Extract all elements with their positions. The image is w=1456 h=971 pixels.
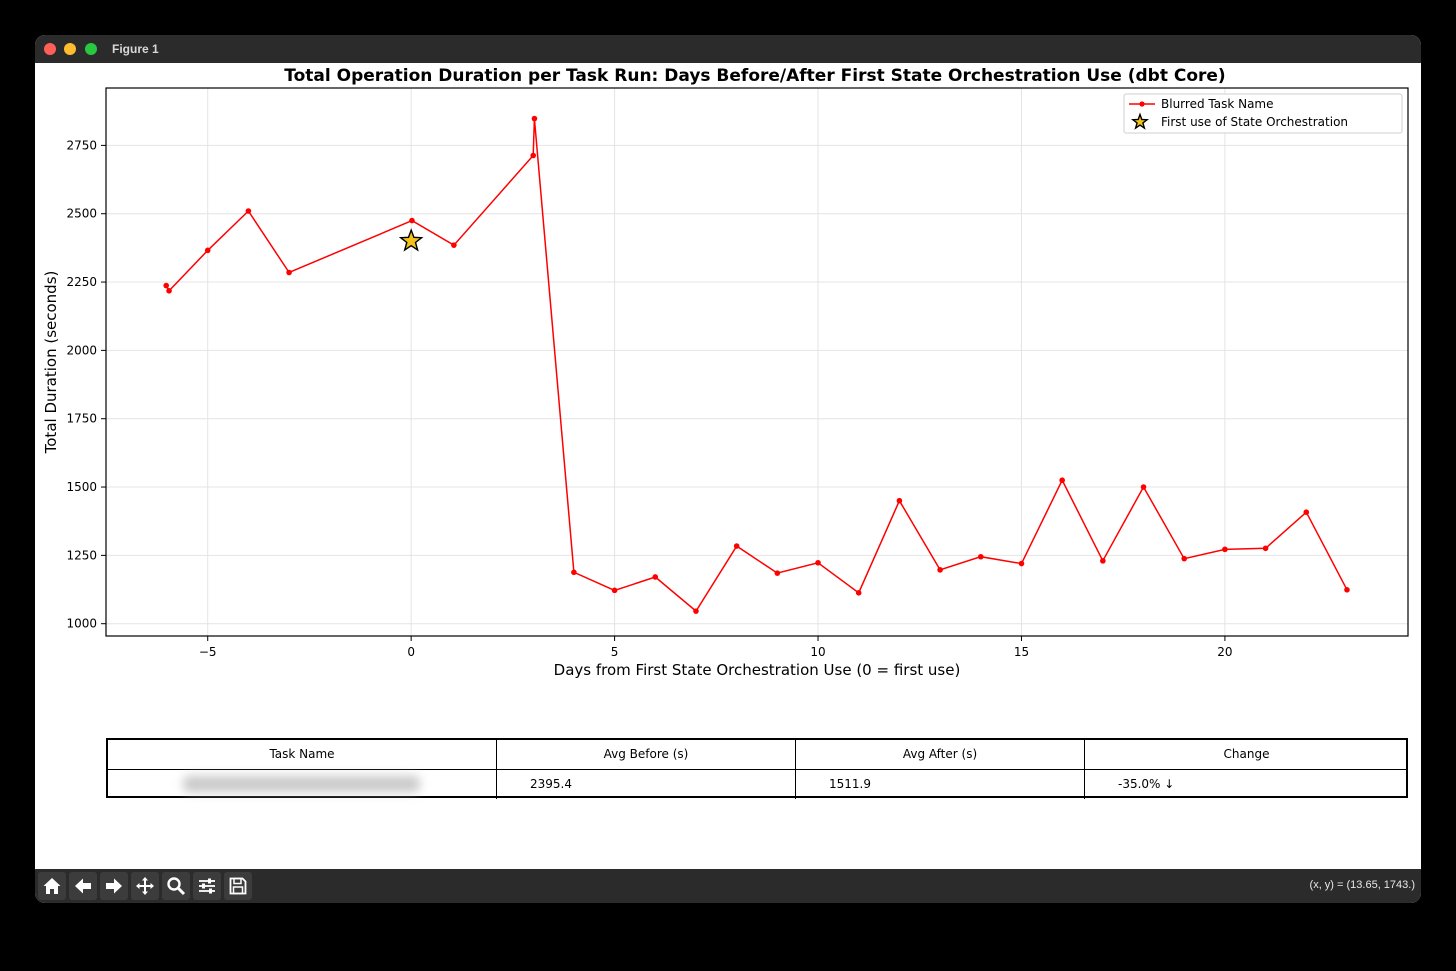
data-point [977,553,984,560]
y-tick-label: 1000 [66,617,97,631]
data-point [1100,558,1106,564]
x-axis-label: Days from First State Orchestration Use … [554,661,961,679]
legend: Blurred Task Name First use of State Orc… [1123,93,1403,134]
forward-button[interactable] [100,872,128,900]
data-point [530,152,537,159]
data-point [1262,545,1269,552]
x-tick-label: 15 [1014,645,1029,659]
navigation-toolbar: (x, y) = (13.65, 1743.) [35,869,1421,903]
minimize-window-button[interactable] [64,43,76,55]
data-point [855,590,862,596]
data-point [1344,587,1350,593]
data-series [163,115,1350,614]
grid [106,88,1408,636]
summary-table: Task Name Avg Before (s) Avg After (s) C… [106,738,1408,799]
data-point [409,217,415,224]
data-point [204,247,211,254]
x-tick-label: 20 [1217,645,1232,659]
chart-title: Total Operation Duration per Task Run: D… [284,66,1225,86]
cell-avg-before: 2395.4 [496,770,795,799]
title-bar: Figure 1 [35,35,1421,63]
y-tick-label: 1500 [66,480,97,494]
figure-canvas[interactable]: Total Operation Duration per Task Run: D… [35,63,1421,869]
y-axis-label: Total Duration (seconds) [42,271,60,455]
configure-subplots-button[interactable] [193,872,221,900]
zoom-window-button[interactable] [85,43,97,55]
data-point [245,208,252,214]
x-tick-label: 0 [407,645,415,659]
save-floppy-icon [229,877,247,895]
plot-area-frame [105,87,1409,637]
legend-marker-label: First use of State Orchestration [1161,115,1348,129]
data-point [163,282,170,289]
cell-task-name [108,770,496,799]
legend-star-swatch [1130,112,1150,130]
home-button[interactable] [38,872,66,900]
data-point [1018,560,1025,567]
data-point [1140,484,1147,490]
header-avg-after: Avg After (s) [795,740,1084,769]
y-tick-label: 2750 [66,138,97,152]
data-point [531,115,538,122]
table-header-row: Task Name Avg Before (s) Avg After (s) C… [108,740,1406,769]
y-tick-label: 1750 [66,412,97,426]
subplots-sliders-icon [199,878,215,894]
series-line [165,118,1348,613]
star-markers [398,228,424,252]
y-tick-label: 2000 [66,343,97,357]
forward-arrow-icon [106,878,122,894]
cell-avg-after: 1511.9 [795,770,1084,799]
header-avg-before: Avg Before (s) [496,740,795,769]
x-tick-label: 5 [611,645,619,659]
cell-change: -35.0% ↓ [1084,770,1408,799]
data-point [451,242,457,248]
first-use-star-marker [398,228,424,252]
legend-series-label: Blurred Task Name [1161,97,1274,111]
data-point [896,497,903,504]
blurred-task-name [183,776,420,792]
data-point [693,608,699,614]
line-chart: Total Operation Duration per Task Run: D… [42,66,1409,679]
figure-window: Figure 1 Total Operation Duration per Ta… [35,35,1421,903]
header-task-name: Task Name [269,747,335,761]
zoom-button[interactable] [162,872,190,900]
data-point [774,570,781,576]
close-window-button[interactable] [44,43,56,55]
data-point [1059,477,1065,484]
x-tick-label: 10 [810,645,825,659]
axis-ticks: −5 0 5 10 15 20 1000 1250 1500 1750 2000 2250 2500 27… [66,138,1232,659]
data-point [166,288,172,294]
back-arrow-icon [75,878,91,894]
data-point [937,567,943,573]
legend-box [1123,93,1403,134]
data-point [1181,555,1188,562]
pan-move-icon [136,877,154,895]
data-point [733,543,740,549]
data-point [1303,509,1310,515]
data-point [815,559,821,566]
x-tick-label: −5 [199,645,217,659]
header-change: Change [1084,740,1408,769]
y-tick-label: 2250 [66,275,97,289]
data-point [571,569,577,576]
data-point [611,587,618,594]
y-tick-label: 2500 [66,207,97,221]
home-icon [43,878,61,894]
save-button[interactable] [224,872,252,900]
zoom-magnifier-icon [167,877,186,896]
data-point [1222,546,1228,553]
y-tick-label: 1250 [66,548,97,562]
legend-point-swatch [1139,101,1145,107]
cursor-coordinates: (x, y) = (13.65, 1743.) [1309,879,1415,891]
data-point [652,574,659,580]
back-button[interactable] [69,872,97,900]
data-point [286,269,292,276]
pan-button[interactable] [131,872,159,900]
table-row: 2395.4 1511.9 -35.0% ↓ [108,769,1406,799]
window-title: Figure 1 [112,42,159,56]
